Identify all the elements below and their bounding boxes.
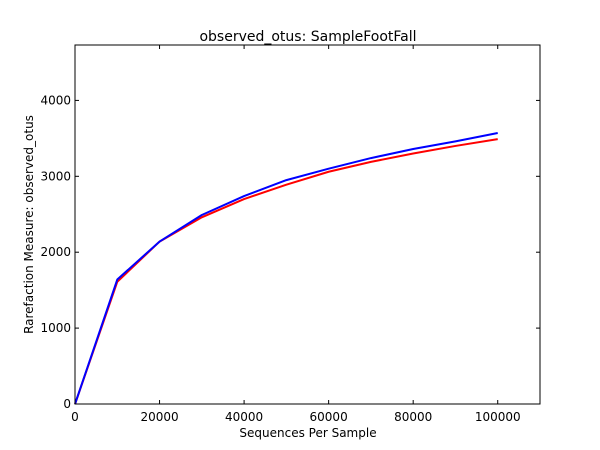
- plot-frame: [74, 44, 541, 405]
- x-tick-label: 80000: [394, 410, 432, 424]
- x-tick-label: 40000: [225, 410, 263, 424]
- series-line-1: [74, 138, 498, 405]
- y-tick-label: 0: [63, 397, 71, 411]
- y-tick-label: 2000: [40, 245, 71, 259]
- y-tick-label: 3000: [40, 169, 71, 183]
- series-layer: [74, 132, 498, 405]
- x-tick-label: 0: [71, 410, 79, 424]
- chart-title: observed_otus: SampleFootFall: [199, 29, 416, 45]
- x-tick-label: 100000: [475, 410, 521, 424]
- y-tick-label: 4000: [40, 93, 71, 107]
- x-axis-label: Sequences Per Sample: [239, 426, 376, 440]
- y-axis-label: Rarefaction Measure: observed_otus: [22, 115, 36, 334]
- series-line-2: [74, 132, 498, 405]
- y-tick-label: 1000: [40, 321, 71, 335]
- x-tick-label: 20000: [140, 410, 178, 424]
- ticks-layer: 0 20000 40000 60000 80000 100000 0 1000 2000 3000…: [40, 45, 540, 424]
- x-tick-label: 60000: [310, 410, 348, 424]
